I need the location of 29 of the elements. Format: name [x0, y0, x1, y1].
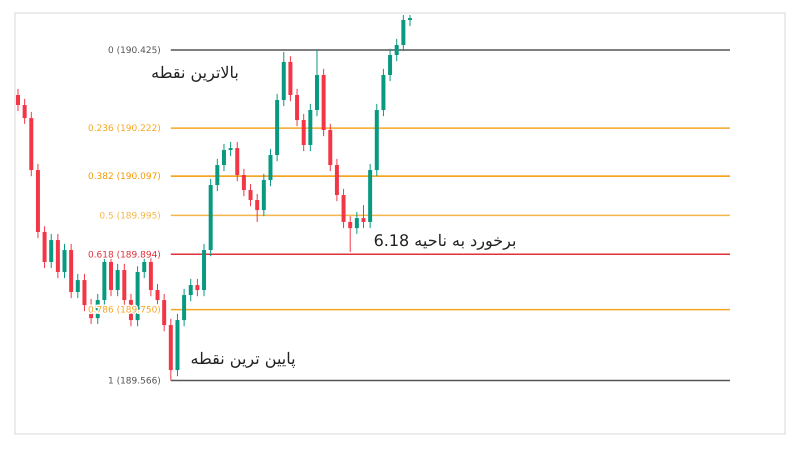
candlestick — [255, 193, 260, 222]
candlestick — [49, 233, 54, 269]
candlestick — [228, 141, 233, 157]
candlestick — [362, 204, 366, 229]
candlestick — [408, 14, 412, 27]
ref-line-label: 0.618 (189.894) — [88, 250, 161, 260]
candlestick — [195, 278, 200, 297]
ref-line-label: 0 (190.425) — [108, 46, 161, 56]
ref-line-label: 0.5 (189.995) — [99, 211, 161, 222]
candlestick — [394, 38, 399, 62]
candlestick — [354, 211, 359, 234]
candlestick — [116, 263, 120, 297]
candlestick — [248, 183, 253, 207]
ref-line-label: 1 (189.566) — [108, 376, 161, 386]
candlestick — [388, 48, 392, 82]
candlestick — [62, 243, 66, 279]
candlestick — [22, 98, 27, 124]
candlestick — [222, 143, 226, 172]
ref-line-label: 0.236 (190.222) — [88, 124, 161, 134]
candlestick — [215, 158, 220, 192]
candlestick — [242, 168, 246, 197]
annotation: بالاترین نقطه — [151, 63, 239, 82]
ref-line-label: 0.382 (190.097) — [88, 172, 161, 182]
candlestick — [16, 88, 20, 112]
candlestick — [76, 273, 80, 299]
candlestick — [348, 216, 352, 252]
annotation: پایین ترین نقطه — [190, 349, 296, 368]
candlestick — [156, 283, 160, 307]
annotation: برخورد به ناحیه 6.18 — [374, 231, 516, 250]
